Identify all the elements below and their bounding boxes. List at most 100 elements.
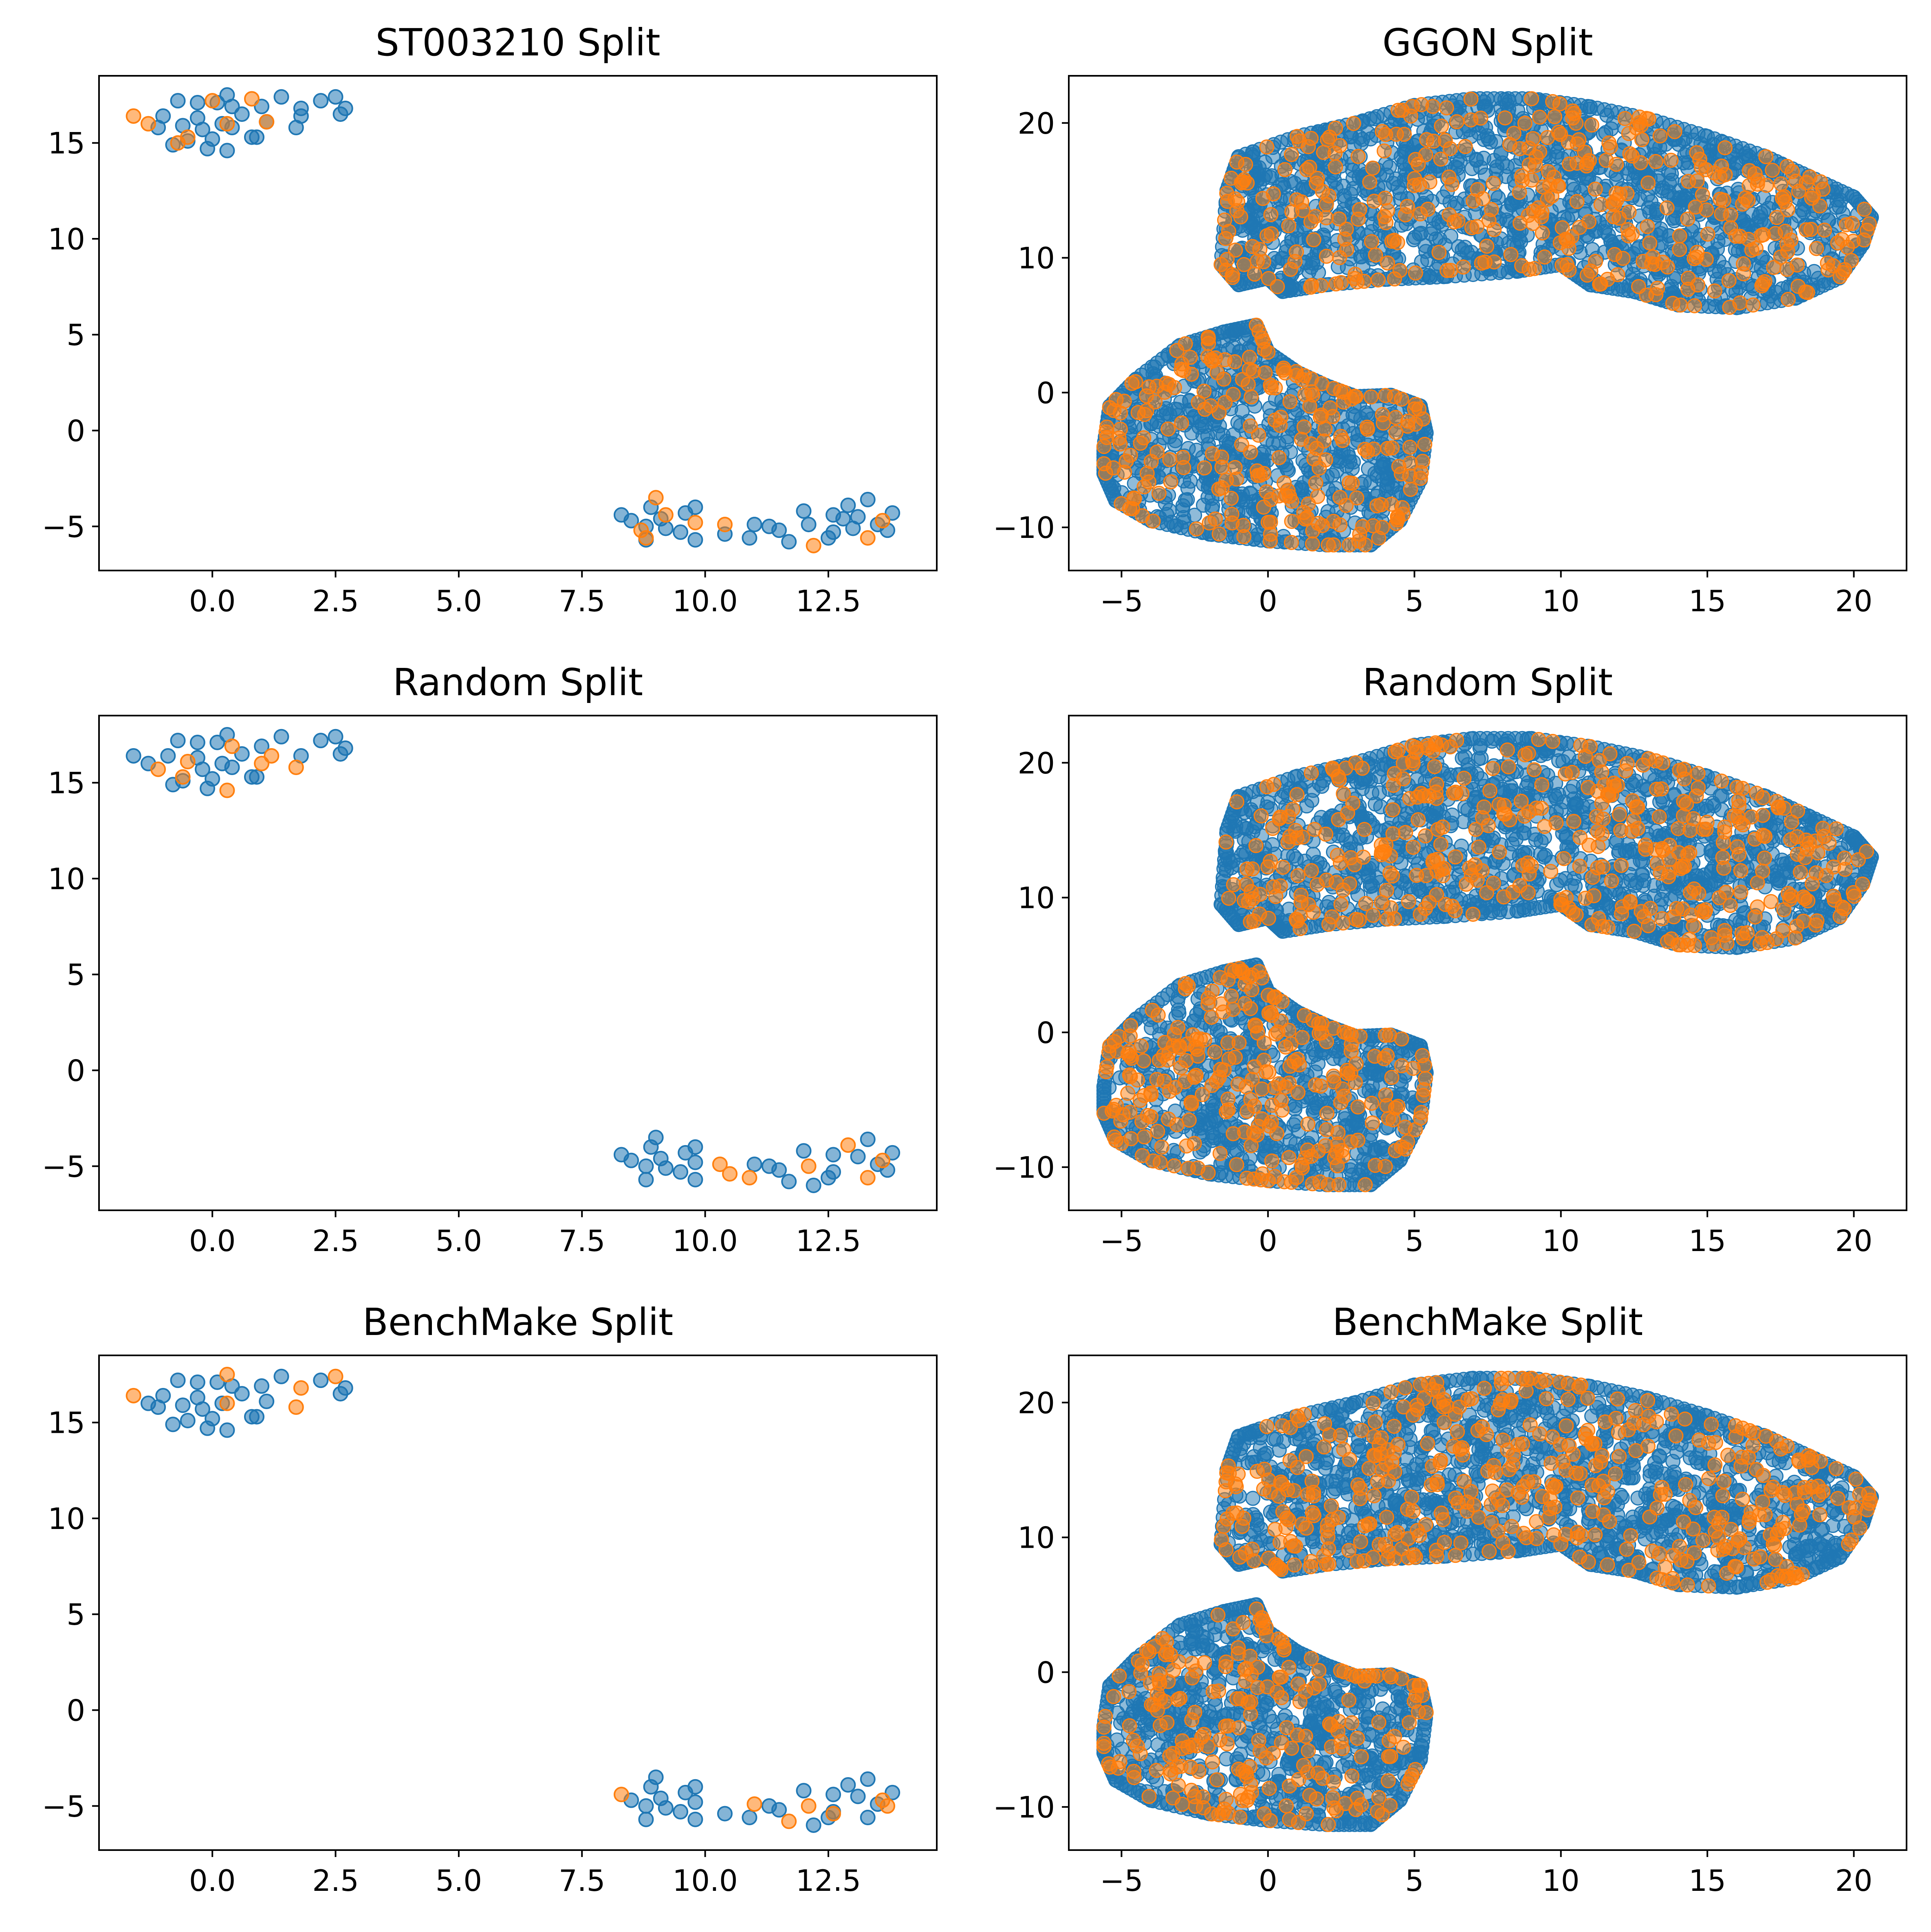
test-point xyxy=(1625,226,1640,242)
test-point xyxy=(1789,257,1805,273)
test-point xyxy=(1197,460,1212,476)
train-point xyxy=(1796,204,1812,220)
y-tick-label: 10 xyxy=(48,222,85,256)
test-point xyxy=(1327,145,1343,161)
test-point xyxy=(1298,511,1313,527)
train-point xyxy=(249,129,265,145)
test-point xyxy=(1196,383,1212,399)
x-tick-label: 7.5 xyxy=(559,1224,606,1258)
test-point xyxy=(1229,154,1244,170)
test-point xyxy=(1157,385,1172,400)
train-point xyxy=(1770,872,1786,888)
test-point xyxy=(1400,198,1415,214)
test-point xyxy=(1290,129,1305,144)
test-point xyxy=(1692,152,1708,167)
train-point xyxy=(205,131,220,147)
test-point xyxy=(1809,241,1824,256)
test-point xyxy=(1389,516,1404,531)
test-point xyxy=(1257,365,1273,381)
test-point xyxy=(1599,152,1614,168)
test-point xyxy=(1283,262,1298,277)
test-point xyxy=(1524,91,1539,106)
x-tick-label: 15 xyxy=(1689,584,1726,618)
test-point xyxy=(1717,167,1733,183)
train-point xyxy=(835,511,851,527)
test-point xyxy=(1328,159,1343,174)
train-point xyxy=(170,93,186,109)
train-point xyxy=(742,530,757,546)
test-point xyxy=(658,507,674,523)
test-point xyxy=(219,116,235,132)
test-point xyxy=(1443,263,1458,278)
train-point xyxy=(1249,165,1264,181)
test-point xyxy=(648,490,664,506)
test-point xyxy=(1174,415,1189,431)
test-point xyxy=(1438,133,1453,148)
test-point xyxy=(806,538,821,553)
train-point xyxy=(746,517,762,533)
test-point xyxy=(1648,154,1664,169)
x-tick-label: 5 xyxy=(1405,584,1424,618)
test-point xyxy=(1486,222,1502,238)
x-tick-label: 2.5 xyxy=(312,584,359,618)
test-point xyxy=(1722,300,1737,315)
test-point xyxy=(1096,456,1112,471)
train-point xyxy=(170,733,186,749)
test-point xyxy=(1413,471,1428,486)
test-point xyxy=(1721,273,1737,289)
train-point xyxy=(1184,425,1200,441)
train-point xyxy=(1235,222,1250,238)
test-point xyxy=(1672,242,1687,257)
test-point xyxy=(1240,377,1256,392)
test-point xyxy=(1758,149,1774,164)
test-point xyxy=(1593,276,1609,292)
test-point xyxy=(1641,111,1656,127)
test-point xyxy=(1660,259,1675,275)
test-point xyxy=(1748,241,1764,256)
test-point xyxy=(1200,329,1216,345)
train-point xyxy=(781,1174,797,1190)
test-point xyxy=(1256,466,1271,481)
test-point xyxy=(1332,489,1348,505)
scatter-marks xyxy=(1096,91,1879,553)
test-point xyxy=(1136,479,1152,495)
test-point xyxy=(1777,223,1793,239)
test-point xyxy=(1588,181,1603,197)
test-point xyxy=(1521,262,1537,277)
train-point xyxy=(1411,226,1427,242)
train-point xyxy=(189,734,205,750)
test-point xyxy=(1817,222,1832,238)
test-point xyxy=(1306,232,1321,247)
train-point xyxy=(648,1130,664,1146)
train-point xyxy=(850,1149,866,1165)
test-point xyxy=(1473,110,1488,126)
train-point xyxy=(1180,492,1195,507)
train-point xyxy=(1275,176,1290,192)
x-tick-label: 5.0 xyxy=(436,1224,482,1258)
test-point xyxy=(1617,111,1633,126)
test-point xyxy=(1441,169,1457,185)
test-point xyxy=(1659,200,1675,216)
test-point xyxy=(860,530,876,546)
test-point xyxy=(1680,271,1696,286)
test-point xyxy=(1277,162,1293,177)
test-point xyxy=(1717,140,1733,156)
test-point xyxy=(1213,257,1229,272)
train-point xyxy=(1271,436,1286,451)
test-point xyxy=(1376,415,1391,431)
test-point xyxy=(1380,255,1395,271)
train-point xyxy=(1635,878,1651,893)
test-point xyxy=(1342,537,1357,553)
axes-frame xyxy=(98,715,938,1211)
test-point xyxy=(1644,256,1660,271)
train-point xyxy=(687,1172,703,1187)
test-point xyxy=(1123,447,1138,463)
test-point xyxy=(1552,235,1568,251)
train-point xyxy=(781,534,797,550)
test-point xyxy=(1570,136,1585,152)
x-tick-label: 7.5 xyxy=(559,584,606,618)
test-point xyxy=(1339,221,1354,237)
train-point xyxy=(796,1143,812,1159)
train-point xyxy=(1441,884,1457,900)
